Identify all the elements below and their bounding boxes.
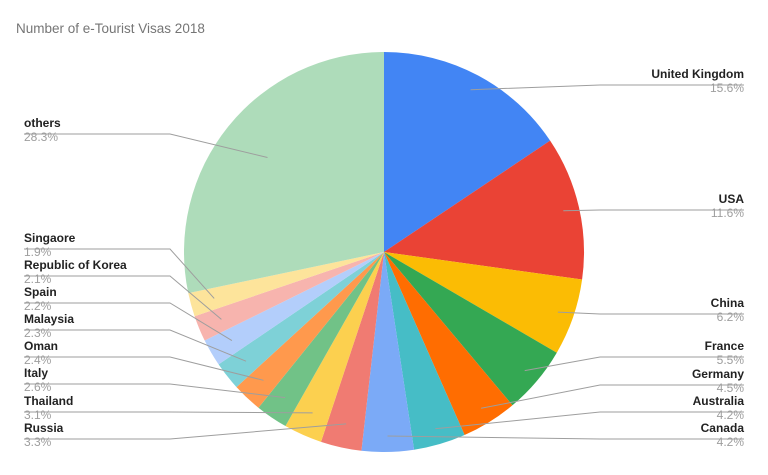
pie-slice-germany (384, 252, 513, 436)
slice-label: Thailand (24, 394, 73, 408)
slice-percent: 4.2% (717, 435, 745, 449)
chart-title: Number of e-Tourist Visas 2018 (16, 21, 205, 36)
slice-label: Singaore (24, 231, 76, 245)
slice-label: Spain (24, 285, 57, 299)
leader-line (24, 275, 222, 320)
pie-slice-china (384, 252, 583, 353)
pie-slice-russia (321, 252, 384, 451)
slice-label: Republic of Korea (24, 258, 127, 272)
leader-line (481, 384, 744, 409)
pie-slice-oman (236, 252, 384, 408)
slice-label: Oman (24, 339, 58, 353)
slice-label: Australia (693, 394, 745, 408)
pie-slice-italy (258, 252, 384, 427)
pie-slice-others (183, 52, 384, 294)
pie-slice-usa (384, 140, 584, 280)
leader-line (24, 383, 286, 399)
slice-label: USA (719, 192, 745, 206)
slice-percent: 2.2% (24, 299, 52, 313)
leader-line (524, 356, 744, 372)
slice-percent: 15.6% (710, 81, 744, 95)
leader-line (24, 411, 313, 414)
slice-percent: 4.5% (717, 381, 745, 395)
leader-line (24, 248, 215, 299)
slice-percent: 2.3% (24, 326, 52, 340)
slice-percent: 3.3% (24, 435, 52, 449)
slice-percent: 4.2% (717, 408, 745, 422)
pie-slice-canada (361, 252, 415, 452)
slice-percent: 5.5% (717, 353, 745, 367)
leader-line (24, 329, 247, 362)
leader-lines (24, 84, 744, 440)
pie-slices (183, 52, 584, 452)
slice-label: others (24, 116, 61, 130)
leader-line (557, 311, 744, 315)
slice-percent: 2.4% (24, 353, 52, 367)
pie-slice-republic-of-korea (194, 252, 384, 341)
pie-slice-united-kingdom (384, 52, 551, 252)
slice-label: Russia (24, 421, 64, 435)
leader-line (563, 209, 744, 212)
pie-slice-france (384, 252, 557, 406)
slice-percent: 1.9% (24, 245, 52, 259)
slice-percent: 2.6% (24, 380, 52, 394)
leader-line (24, 423, 347, 440)
leader-line (470, 84, 744, 91)
slice-percent: 6.2% (717, 310, 745, 324)
leader-line (24, 302, 233, 342)
pie-slice-australia (384, 252, 465, 450)
slice-label: Malaysia (24, 312, 74, 326)
pie-slice-malaysia (218, 252, 384, 388)
leader-line (24, 356, 264, 381)
slice-label: Italy (24, 366, 48, 380)
slice-percent: 11.6% (711, 206, 744, 220)
slice-label: Canada (701, 421, 745, 435)
slice-label: Germany (692, 367, 744, 381)
pie-slice-spain (204, 252, 384, 365)
slice-percent: 3.1% (24, 408, 52, 422)
slice-label: China (711, 296, 745, 310)
pie-slice-singaore (188, 252, 384, 317)
slice-percent: 2.1% (24, 272, 52, 286)
leader-line (435, 411, 744, 430)
slice-percent: 28.3% (24, 130, 58, 144)
leader-line (387, 435, 744, 440)
slice-label: United Kingdom (651, 67, 744, 81)
pie-slice-thailand (285, 252, 384, 442)
slice-label: France (705, 339, 745, 353)
leader-line (24, 133, 268, 158)
